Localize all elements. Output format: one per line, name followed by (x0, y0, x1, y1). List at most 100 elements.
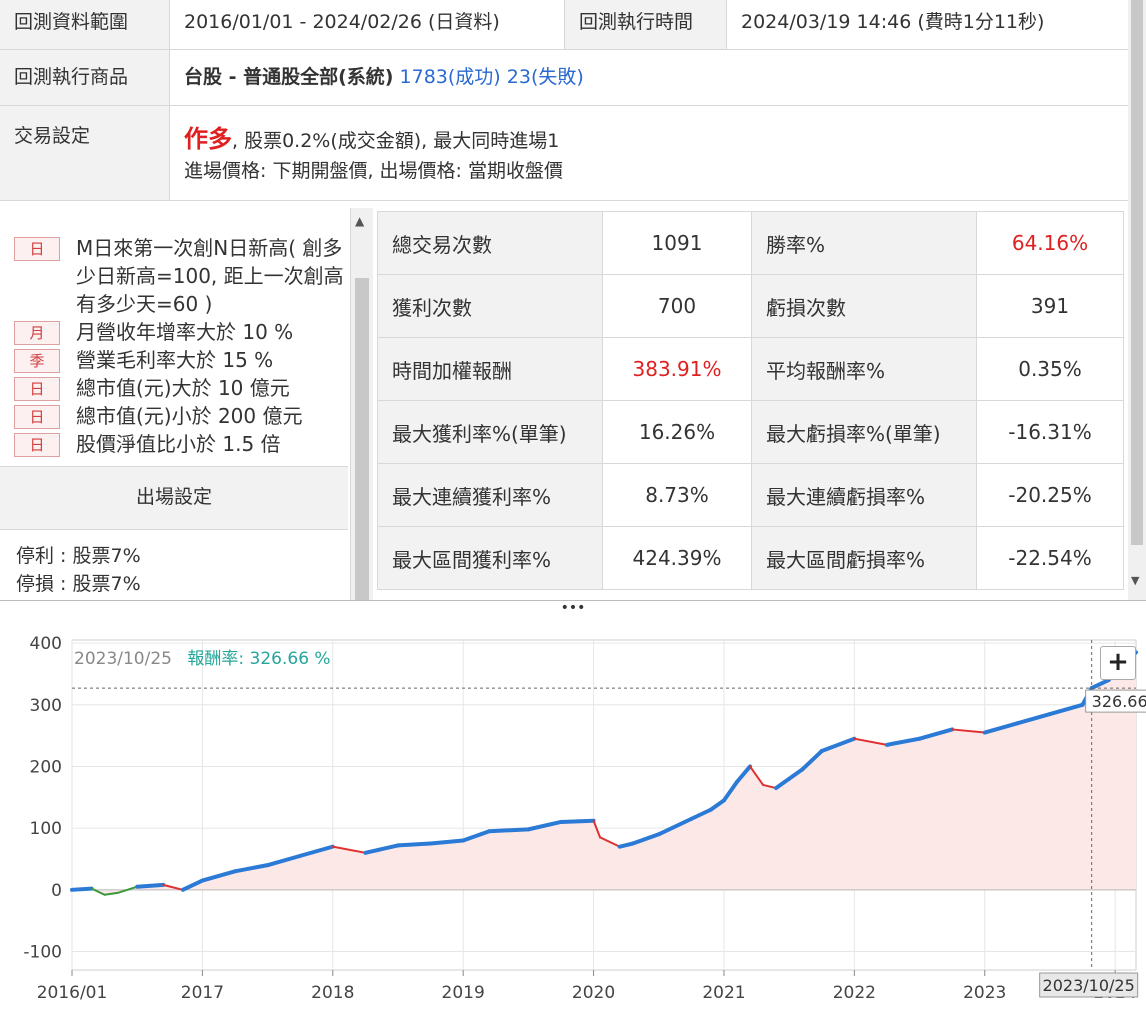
condition-badge: 月 (14, 321, 60, 345)
equity-segment (774, 776, 792, 791)
condition-badge: 日 (14, 405, 60, 429)
equity-segment (884, 736, 922, 747)
equity-segment (428, 838, 466, 846)
equity-segment (1047, 702, 1085, 717)
exit-settings-list: 停利 : 股票7% 停損 : 股票7% (16, 542, 141, 598)
product-success-link[interactable]: 1783(成功) (399, 66, 501, 88)
x-tick-label: 2023 (963, 983, 1006, 1003)
product-fail-link[interactable]: 23(失敗) (506, 66, 584, 88)
condition-badge: 日 (14, 433, 60, 457)
scroll-up-icon[interactable]: ▲ (355, 214, 365, 228)
zoom-in-button[interactable]: + (1100, 646, 1136, 680)
stat-label: 時間加權報酬 (377, 337, 603, 401)
stat-value: 16.26% (602, 400, 752, 464)
stat-value: 8.73% (602, 463, 752, 527)
condition-badge: 日 (14, 237, 60, 261)
condition-item: 日 M日來第一次創N日新高( 創多少日新高=100, 距上一次創高有多少天=60… (14, 234, 350, 318)
exec-time-value: 2024/03/19 14:46 (費時1分11秒) (741, 11, 1045, 33)
chart-date-label: 2023/10/25 (74, 649, 172, 669)
drag-handle-icon[interactable]: ••• (560, 600, 586, 616)
equity-segment (90, 887, 106, 896)
equity-segment (461, 829, 492, 843)
y-tick-label: 400 (30, 634, 62, 654)
stat-value: 383.91% (602, 337, 752, 401)
condition-item: 日 總市值(元)大於 10 億元 (14, 374, 350, 402)
chart-rate-label: 報酬率: 326.66 % (187, 649, 331, 669)
stat-label: 最大獲利率%(單筆) (377, 400, 603, 464)
stat-value: 64.16% (976, 211, 1124, 275)
product-name: 台股 - 普通股全部(系統) (184, 66, 394, 88)
equity-segment (951, 728, 986, 734)
equity-segment (689, 807, 713, 821)
equity-segment (599, 836, 621, 848)
equity-segment (656, 816, 694, 837)
stat-value: -16.31% (976, 400, 1124, 464)
panel-splitter[interactable]: ••• (0, 600, 1146, 619)
y-tick-label: -100 (23, 942, 62, 962)
crosshair-y-label: 326.66 (1092, 692, 1146, 711)
condition-item: 季 營業毛利率大於 15 % (14, 346, 350, 374)
trade-price: 進場價格: 下期開盤價, 出場價格: 當期收盤價 (184, 160, 563, 182)
equity-segment (617, 841, 635, 849)
y-tick-label: 200 (30, 757, 62, 777)
take-profit-setting: 停利 : 股票7% (16, 545, 141, 567)
equity-segment (265, 853, 303, 868)
condition-text: 股價淨值比小於 1.5 倍 (76, 432, 281, 456)
equity-area (72, 652, 1136, 895)
y-tick-label: 0 (51, 881, 62, 901)
equity-segment (135, 882, 166, 889)
table-row: 最大獲利率%(單筆) 16.26% 最大虧損率%(單筆) -16.31% (377, 400, 1124, 464)
equity-segment (180, 878, 205, 892)
stat-label: 總交易次數 (377, 211, 603, 275)
equity-segment (819, 736, 857, 754)
main-scrollbar[interactable]: ▼ (1128, 0, 1146, 600)
equity-segment (363, 843, 400, 855)
crosshair-y-box (1085, 689, 1146, 713)
stats-table: 總交易次數 1091 勝率% 64.16% 獲利次數 700 虧損次數 391 … (377, 211, 1124, 590)
condition-text: 總市值(元)大於 10 億元 (76, 376, 290, 400)
equity-segment (103, 891, 119, 896)
condition-item: 日 股價淨值比小於 1.5 倍 (14, 430, 350, 458)
y-tick-label: 100 (30, 819, 62, 839)
trade-label: 交易設定 (0, 106, 170, 200)
equity-segment (298, 844, 335, 858)
stat-label: 最大連續獲利率% (377, 463, 603, 527)
stat-label: 獲利次數 (377, 274, 603, 338)
table-row: 總交易次數 1091 勝率% 64.16% (377, 211, 1124, 275)
table-row: 時間加權報酬 383.91% 平均報酬率% 0.35% (377, 337, 1124, 401)
trade-direction: 作多 (184, 125, 232, 153)
conditions-panel: 日 M日來第一次創N日新高( 創多少日新高=100, 距上一次創高有多少天=60… (0, 208, 351, 600)
equity-segment (630, 832, 661, 846)
stat-value: 0.35% (976, 337, 1124, 401)
trade-desc: , 股票0.2%(成交金額), 最大同時進場1 (232, 130, 560, 152)
stop-loss-setting: 停損 : 股票7% (16, 573, 141, 595)
backtest-info-table: 回測資料範圍 2016/01/01 - 2024/02/26 (日資料) 回測執… (0, 0, 1128, 201)
equity-segment (735, 764, 753, 784)
equity-segment (395, 841, 433, 848)
stat-label: 虧損次數 (751, 274, 977, 338)
trade-value: 作多, 股票0.2%(成交金額), 最大同時進場1 進場價格: 下期開盤價, 出… (170, 106, 1128, 200)
scrollbar-thumb[interactable] (355, 278, 369, 600)
equity-segment (982, 721, 1020, 735)
equity-segment (558, 818, 596, 824)
x-tick-label: 2016/01 (37, 983, 108, 1003)
x-tick-label: 2021 (702, 983, 745, 1003)
chart-header: 2023/10/25 報酬率: 326.66 % (74, 644, 331, 669)
scrollbar-thumb[interactable] (1131, 0, 1143, 545)
equity-segment (708, 798, 726, 812)
chart-svg[interactable]: 400 300 200 100 0 -100 2016/01 2017 2018 2019 2020… (0, 620, 1146, 1008)
equity-segment (762, 783, 778, 790)
stat-label: 勝率% (751, 211, 977, 275)
equity-segment (787, 767, 805, 781)
range-value: 2016/01/01 - 2024/02/26 (日資料) (170, 0, 565, 49)
stat-label: 最大虧損率%(單筆) (751, 400, 977, 464)
product-label: 回測執行商品 (0, 50, 170, 105)
condition-badge: 日 (14, 377, 60, 401)
condition-item: 日 總市值(元)小於 200 億元 (14, 402, 350, 430)
stat-label: 最大連續虧損率% (751, 463, 977, 527)
info-row-range: 回測資料範圍 2016/01/01 - 2024/02/26 (日資料) 回測執… (0, 0, 1128, 50)
scroll-down-icon[interactable]: ▼ (1131, 574, 1140, 587)
conditions-scrollbar[interactable]: ▲ (351, 208, 373, 600)
stat-value: -20.25% (976, 463, 1124, 527)
equity-segment (917, 727, 955, 741)
